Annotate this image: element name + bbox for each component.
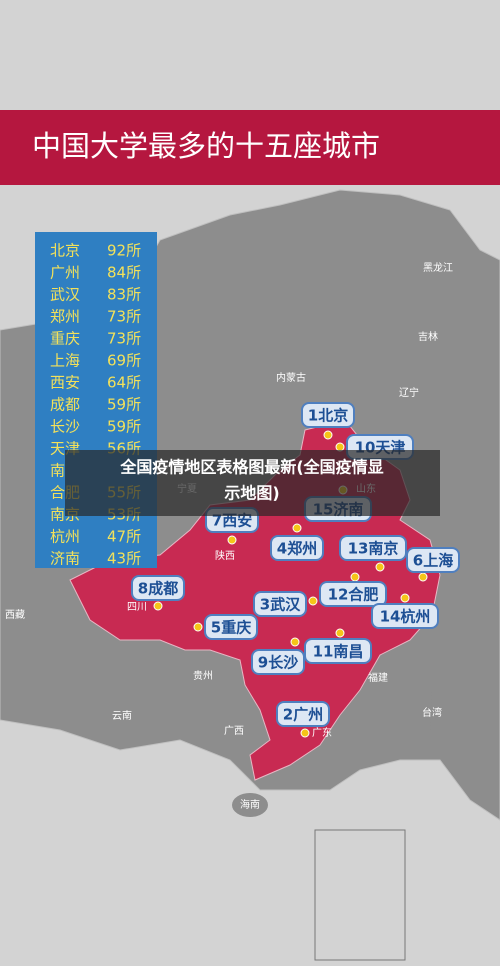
pin-box (253, 591, 307, 617)
province-label: 贵州 (193, 669, 213, 682)
pin-label: 11南昌 (313, 643, 364, 661)
city-name: 杭州 (50, 528, 80, 546)
city-dot (227, 535, 237, 545)
pin-label: 13南京 (348, 540, 399, 558)
pin-box (270, 535, 324, 561)
city-count: 43所 (107, 550, 141, 568)
pin-label: 4郑州 (277, 540, 317, 558)
city-name: 上海 (50, 352, 80, 370)
pin-label: 6上海 (413, 552, 453, 570)
city-dot (335, 442, 345, 452)
pin-box (204, 614, 258, 640)
province-label: 陕西 (215, 549, 235, 562)
province-label: 云南 (112, 709, 132, 722)
city-name: 武汉 (50, 286, 80, 304)
caption-band (65, 450, 440, 516)
pin-box (406, 547, 460, 573)
city-dot (153, 601, 163, 611)
city-count: 59所 (107, 396, 141, 414)
city-name: 郑州 (50, 308, 80, 326)
province-label: 四川 (127, 602, 147, 613)
city-dot (193, 622, 203, 632)
pin-box (276, 701, 330, 727)
city-dot (375, 562, 385, 572)
pin-box (304, 638, 372, 664)
pin-box (251, 649, 305, 675)
city-count: 59所 (107, 418, 141, 436)
pin-label: 14杭州 (380, 608, 431, 626)
city-name: 成都 (50, 396, 80, 414)
city-name: 西安 (50, 374, 80, 392)
title-bar (0, 110, 500, 185)
pin-label: 2广州 (283, 706, 323, 724)
dynamic: 黑龙江吉林内蒙古辽宁宁夏山东陕西四川西藏贵州福建云南广西广东台湾海南北京92所广… (5, 242, 460, 811)
city-name: 济南 (50, 550, 80, 568)
province-label: 福建 (368, 671, 388, 684)
title: 中国大学最多的十五座城市 (32, 129, 380, 163)
pin-box (371, 603, 439, 629)
province-label: 内蒙古 (276, 371, 306, 384)
pin-box (301, 402, 355, 428)
taiwan-shape (414, 680, 432, 742)
city-count: 73所 (107, 308, 141, 326)
city-count: 73所 (107, 330, 141, 348)
province-label: 辽宁 (399, 386, 419, 399)
city-dot (323, 430, 333, 440)
city-dot (292, 523, 302, 533)
pin-box (339, 535, 407, 561)
province-label: 广东 (312, 726, 332, 739)
city-dot (300, 728, 310, 738)
pin-box (319, 581, 387, 607)
province-label: 黑龙江 (423, 261, 453, 274)
pin-label: 9长沙 (258, 654, 298, 672)
city-dot (335, 628, 345, 638)
pin-box (131, 575, 185, 601)
pin-label: 12合肥 (328, 586, 379, 604)
city-count: 84所 (107, 264, 141, 282)
province-label: 西藏 (5, 609, 25, 621)
city-count: 64所 (107, 374, 141, 392)
caption-line: 示地图) (224, 484, 279, 503)
pin-label: 3武汉 (260, 596, 301, 614)
province-label: 台湾 (422, 706, 442, 719)
hainan-shape (232, 793, 268, 817)
pin-label: 8成都 (138, 580, 178, 598)
inset-frame (314, 829, 406, 961)
city-dot (400, 593, 410, 603)
city-dot (350, 572, 360, 582)
city-dot (418, 572, 428, 582)
city-name: 广州 (50, 264, 80, 282)
caption-line: 全国疫情地区表格图最新(全国疫情显 (119, 458, 383, 477)
pin-label: 5重庆 (211, 619, 251, 637)
province-label: 广西 (224, 725, 244, 737)
city-count: 83所 (107, 286, 141, 304)
pin-label: 1北京 (308, 407, 348, 425)
province-label: 海南 (240, 798, 260, 811)
city-count: 92所 (107, 242, 141, 260)
city-count: 69所 (107, 352, 141, 370)
city-name: 长沙 (50, 418, 80, 436)
city-name: 北京 (50, 242, 80, 260)
city-count: 47所 (107, 528, 141, 546)
city-dot (290, 637, 300, 647)
province-label: 吉林 (418, 330, 438, 343)
city-dot (308, 596, 318, 606)
city-name: 南 (50, 462, 65, 480)
city-name: 重庆 (50, 330, 80, 348)
